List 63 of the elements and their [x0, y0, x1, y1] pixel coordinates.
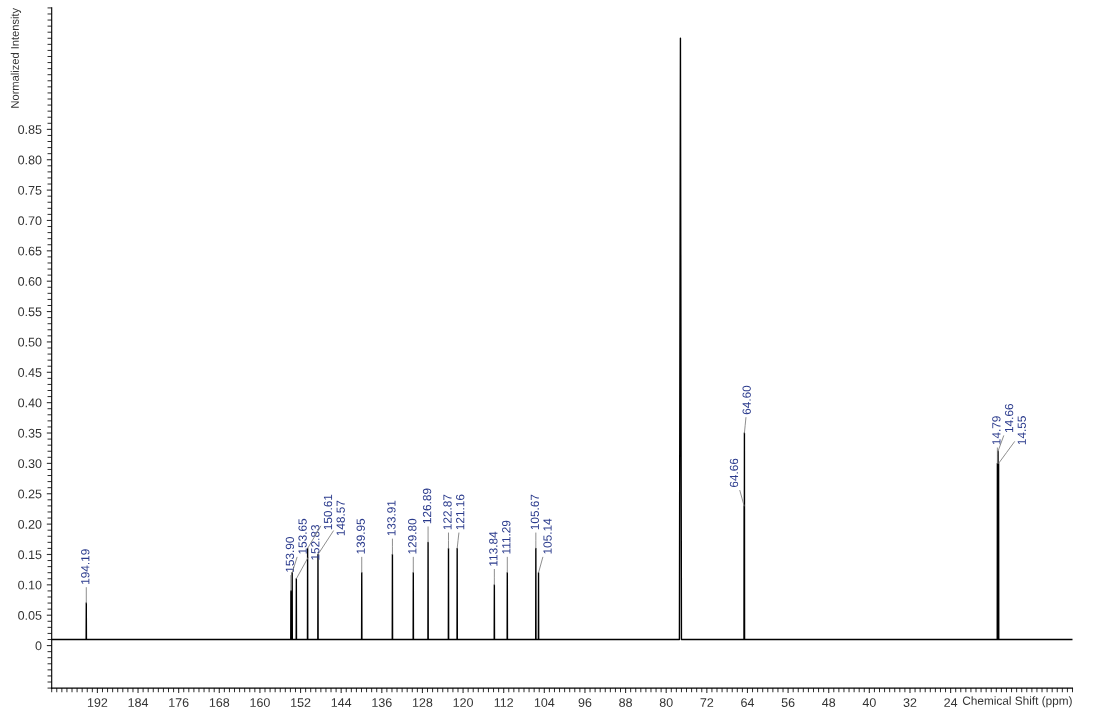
y-tick-label: 0.20 — [18, 519, 42, 529]
x-tick-label: 128 — [412, 698, 433, 707]
y-axis-title: Normalized Intensity — [10, 7, 22, 108]
x-tick-label: 32 — [903, 698, 917, 707]
y-tick-label: 0.45 — [18, 368, 42, 377]
annotation: 113.84 — [489, 531, 498, 566]
y-tick-label: 0.50 — [18, 337, 42, 347]
x-tick-label: 144 — [331, 698, 352, 707]
x-tick-label: 112 — [494, 698, 514, 707]
x-tick-label: 192 — [87, 698, 108, 707]
x-tick-label: 48 — [822, 698, 836, 707]
y-tick-label: 0.65 — [18, 246, 42, 256]
annotation: 14.66 — [1004, 403, 1014, 433]
annotation: 105.67 — [530, 494, 540, 530]
x-tick-label: 88 — [619, 698, 632, 707]
annotation: 152.83 — [311, 524, 320, 560]
x-axis-title: Chemical Shift (ppm) — [962, 696, 1072, 708]
x-tick-label: 64 — [741, 698, 755, 707]
x-tick-label: 176 — [169, 698, 189, 707]
x-tick-label: 152 — [291, 698, 311, 707]
annotation: 133.91 — [387, 500, 396, 536]
y-tick-label: 0.85 — [18, 125, 42, 135]
x-tick-label: 40 — [862, 698, 876, 707]
annotation: 121.16 — [456, 494, 465, 530]
x-tick-label: 184 — [128, 698, 149, 707]
annotation: 111.29 — [502, 520, 511, 554]
y-tick-label: 0.60 — [18, 276, 42, 286]
x-tick-label: 56 — [781, 698, 795, 707]
annotation: 129.80 — [408, 518, 417, 554]
x-tick-label: 104 — [534, 698, 555, 707]
y-tick-label: 0.70 — [18, 216, 42, 226]
y-tick-label: 0 — [35, 641, 42, 651]
x-tick-label: 160 — [250, 698, 270, 707]
annotation: 148.57 — [336, 500, 345, 536]
y-tick-label: 0.40 — [18, 398, 42, 408]
x-tick-label: 80 — [659, 698, 673, 707]
annotation: 105.14 — [543, 518, 552, 554]
annotation: 14.79 — [992, 416, 1001, 445]
annotation: 194.19 — [81, 549, 90, 584]
y-tick-label: 0.35 — [18, 428, 42, 438]
y-tick-label: 0.10 — [18, 580, 42, 590]
annotation: 14.55 — [1017, 416, 1026, 445]
annotation: 64.60 — [742, 385, 751, 415]
annotation: 126.89 — [422, 488, 432, 524]
x-tick-label: 120 — [453, 698, 474, 707]
x-tick-label: 96 — [578, 698, 592, 707]
y-tick-label: 0.55 — [18, 307, 42, 317]
y-tick-label: 0.80 — [18, 155, 42, 165]
x-tick-label: 72 — [700, 698, 714, 707]
y-tick-label: 0.75 — [18, 185, 42, 195]
annotation: 150.61 — [323, 494, 333, 530]
x-tick-label: 24 — [944, 698, 958, 707]
annotation: 153.65 — [298, 518, 307, 554]
annotation: 139.95 — [356, 518, 365, 554]
annotation: 153.90 — [285, 537, 295, 572]
y-tick-label: 0.15 — [18, 550, 42, 560]
x-tick-label: 168 — [209, 698, 230, 707]
annotation: 122.87 — [443, 494, 452, 530]
annotation: 64.66 — [729, 458, 739, 488]
y-tick-label: 0.05 — [18, 611, 42, 620]
x-tick-label: 136 — [372, 698, 392, 707]
y-tick-label: 0.25 — [18, 489, 42, 499]
y-tick-label: 0.30 — [18, 459, 42, 469]
